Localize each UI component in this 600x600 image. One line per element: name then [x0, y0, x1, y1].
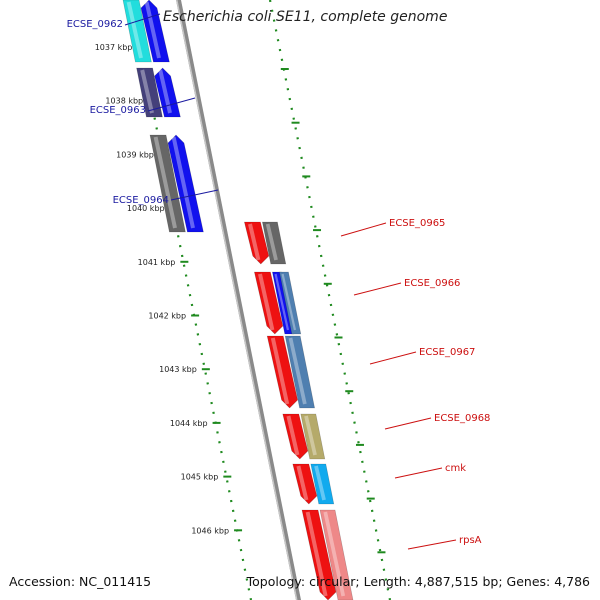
- gene-sheen: [265, 223, 278, 261]
- gene-sheen: [248, 223, 261, 261]
- gene-shape: [301, 509, 337, 600]
- gene-shape: [266, 335, 298, 409]
- gene-sheen: [140, 69, 154, 114]
- kbp-tick-label: 1044 kbp: [170, 419, 208, 428]
- reverse-gene-label: ECSE_0963: [90, 105, 146, 116]
- gene-sheen: [296, 465, 309, 501]
- forward-gene-feature: [319, 509, 354, 600]
- gene-shape: [254, 271, 284, 335]
- forward-gene-label: ECSE_0967: [419, 347, 475, 358]
- reverse-gene-label: ECSE_0964: [113, 195, 169, 206]
- gene-shape: [136, 67, 163, 118]
- backbone-highlight: [176, 0, 298, 600]
- gene-sheen: [323, 511, 346, 597]
- forward-gene-feature: [262, 221, 287, 265]
- gene-label-leader: [147, 97, 196, 112]
- gene-shape: [167, 134, 204, 233]
- kbp-tick-label: 1041 kbp: [138, 258, 176, 267]
- gene-sheen: [126, 1, 143, 59]
- reverse-gene-cds: [167, 134, 204, 233]
- forward-gene-cds: [301, 509, 337, 600]
- kbp-tick-label: 1043 kbp: [159, 365, 197, 374]
- forward-gene-label: ECSE_0968: [434, 413, 490, 424]
- gene-sheen: [274, 273, 290, 331]
- gene-sheen: [153, 136, 177, 229]
- gene-shape: [282, 413, 309, 460]
- gene-label-leader: [340, 222, 387, 237]
- gene-shape: [262, 221, 287, 265]
- gene-shape: [149, 134, 186, 233]
- gene-label-leader: [170, 189, 219, 201]
- gene-shape: [300, 413, 326, 460]
- genome-title: Escherichia coli SE11, complete genome: [163, 9, 448, 25]
- gene-shape: [244, 221, 270, 265]
- forward-gene-label: ECSE_0966: [404, 278, 460, 289]
- gene-sheen: [144, 1, 161, 59]
- forward-gene-label: ECSE_0965: [389, 218, 445, 229]
- kbp-tick-label: 1046 kbp: [191, 526, 229, 535]
- kbp-tick-label: 1040 kbp: [127, 204, 165, 213]
- gene-sheen: [288, 337, 307, 405]
- kbp-tick-label: 1045 kbp: [181, 473, 219, 482]
- forward-gene-label: rpsA: [459, 535, 482, 546]
- forward-gene-cds: [282, 413, 309, 460]
- gene-shape: [279, 271, 302, 335]
- gene-sheen: [270, 337, 290, 405]
- gene-shape: [122, 0, 152, 63]
- forward-gene-cds: [254, 271, 284, 335]
- kbp-tick-label: 1038 kbp: [105, 97, 143, 106]
- accession-text: Accession: NC_011415: [9, 574, 152, 589]
- gene-shape: [140, 0, 170, 63]
- reverse-gene-cds: [140, 0, 170, 63]
- forward-gene-cds: [292, 463, 318, 505]
- gene-sheen: [281, 273, 297, 331]
- gene-sheen: [171, 136, 195, 229]
- gene-sheen: [314, 465, 326, 501]
- forward-gene-feature: [284, 335, 315, 409]
- forward-gene-cds: [244, 221, 270, 265]
- gene-label-leader: [353, 282, 402, 296]
- gene-label-leader: [394, 467, 443, 479]
- forward-gene-feature: [300, 413, 326, 460]
- reverse-gene-label: ECSE_0962: [67, 19, 123, 30]
- gene-shape: [154, 67, 181, 118]
- forward-gene-feature: [310, 463, 335, 505]
- gene-sheen: [305, 511, 328, 597]
- gene-label-leader: [384, 417, 432, 430]
- forward-gene-cds: [266, 335, 298, 409]
- gene-shape: [292, 463, 318, 505]
- kbp-tick-label: 1042 kbp: [148, 312, 186, 321]
- reverse-gene-feature: [136, 67, 163, 118]
- gene-label-leader: [407, 539, 457, 550]
- forward-gene-feature: [279, 271, 302, 335]
- gene-shape: [284, 335, 315, 409]
- gene-sheen: [286, 415, 300, 456]
- gene-shape: [310, 463, 335, 505]
- gene-sheen: [258, 273, 275, 331]
- kbp-tick-label: 1039 kbp: [116, 150, 154, 159]
- gene-label-leader: [369, 351, 417, 365]
- reverse-gene-feature: [122, 0, 152, 63]
- kbp-tick-label: 1037 kbp: [95, 43, 133, 52]
- reverse-gene-feature: [149, 134, 186, 233]
- tick-ring-right: [268, 0, 392, 600]
- gene-label-leader: [124, 13, 161, 26]
- forward-gene-label: cmk: [445, 463, 466, 474]
- genome-summary-text: Topology: circular; Length: 4,887,515 bp…: [246, 574, 590, 589]
- gene-shape: [319, 509, 354, 600]
- gene-sheen: [304, 415, 317, 456]
